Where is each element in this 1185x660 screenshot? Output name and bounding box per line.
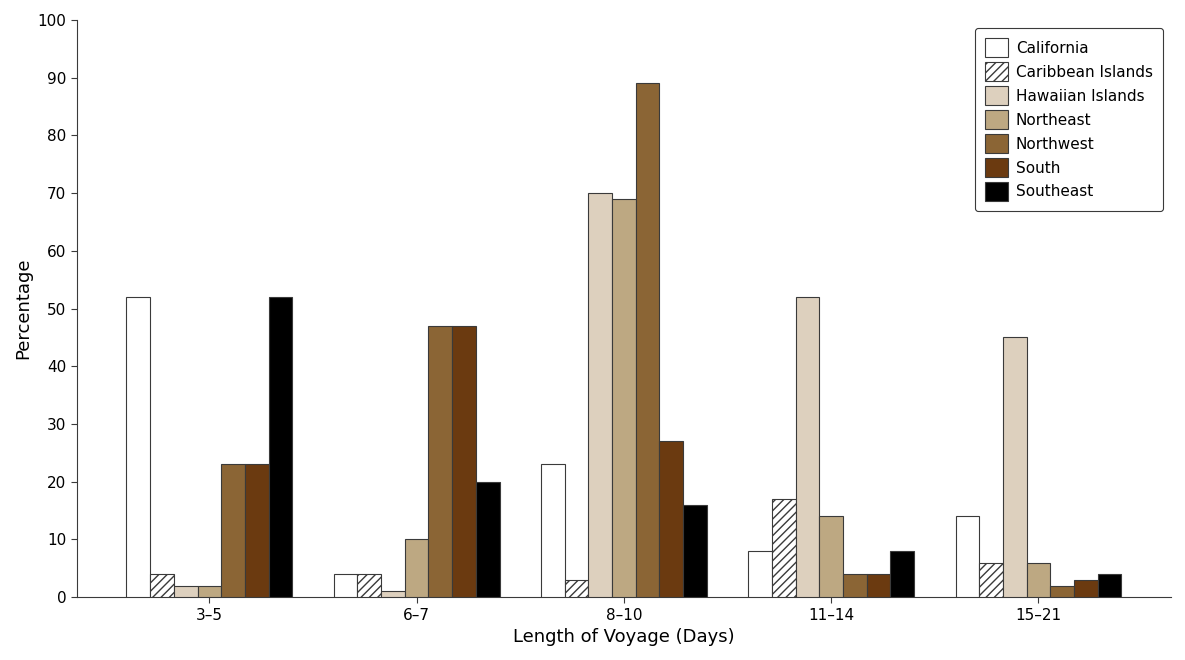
Bar xyxy=(1003,337,1026,597)
Bar xyxy=(843,574,866,597)
Bar xyxy=(683,505,706,597)
Bar xyxy=(613,199,636,597)
Bar xyxy=(476,482,500,597)
Bar xyxy=(382,591,405,597)
Bar xyxy=(453,326,476,597)
Bar xyxy=(660,442,683,597)
Bar xyxy=(174,585,198,597)
Bar xyxy=(150,574,174,597)
Bar xyxy=(429,326,453,597)
Bar xyxy=(819,516,843,597)
Bar xyxy=(358,574,382,597)
Bar xyxy=(127,297,150,597)
Bar xyxy=(979,562,1003,597)
Bar xyxy=(636,83,660,597)
Bar xyxy=(565,580,589,597)
Bar xyxy=(890,551,914,597)
Bar xyxy=(222,465,245,597)
Bar xyxy=(955,516,979,597)
Y-axis label: Percentage: Percentage xyxy=(14,258,32,359)
Legend: California, Caribbean Islands, Hawaiian Islands, Northeast, Northwest, South, So: California, Caribbean Islands, Hawaiian … xyxy=(974,28,1164,211)
Bar xyxy=(866,574,890,597)
Bar xyxy=(748,551,771,597)
Bar xyxy=(542,465,565,597)
Bar xyxy=(245,465,269,597)
Bar xyxy=(795,297,819,597)
Bar xyxy=(1074,580,1097,597)
Bar xyxy=(405,539,429,597)
X-axis label: Length of Voyage (Days): Length of Voyage (Days) xyxy=(513,628,735,646)
Bar xyxy=(1050,585,1074,597)
Bar xyxy=(269,297,293,597)
Bar xyxy=(589,193,613,597)
Bar xyxy=(1097,574,1121,597)
Bar xyxy=(771,499,795,597)
Bar xyxy=(198,585,222,597)
Bar xyxy=(334,574,358,597)
Bar xyxy=(1026,562,1050,597)
